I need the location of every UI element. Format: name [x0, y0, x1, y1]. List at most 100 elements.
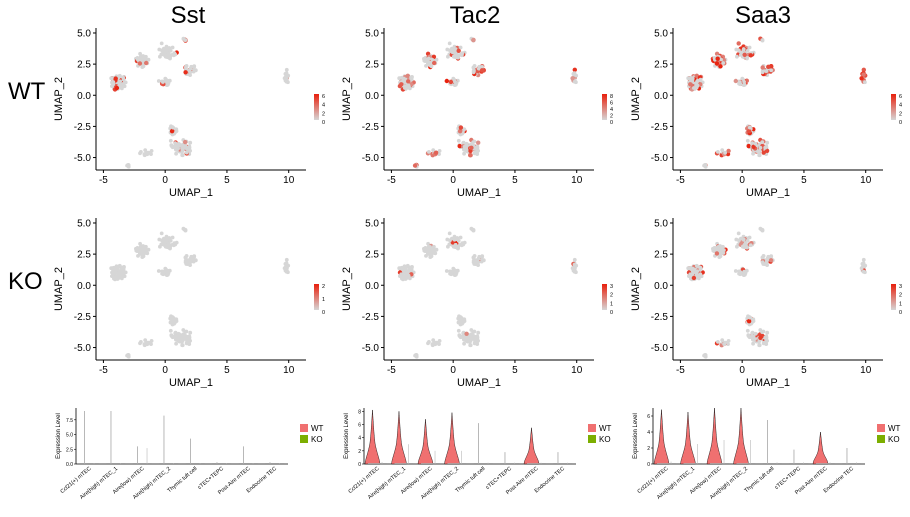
y-tick-label: -2.5 [651, 312, 669, 323]
y-tick-label: 0 [647, 462, 650, 468]
cell-point [168, 55, 172, 60]
cell-point [165, 52, 170, 57]
cell-point [745, 48, 750, 53]
cell-point [572, 262, 577, 267]
y-tick-label: 4 [358, 436, 361, 442]
cell-point [165, 269, 169, 274]
cell-point [757, 339, 762, 343]
cell-point [159, 41, 164, 46]
cell-point [183, 38, 188, 42]
cell-point [715, 246, 720, 251]
y-tick-label: 7.5 [66, 418, 73, 424]
cell-point [758, 335, 763, 340]
y-tick-label: 6 [647, 414, 650, 420]
cell-point [141, 254, 146, 259]
cell-point [111, 272, 116, 277]
cell-point [169, 334, 174, 338]
cell-point [766, 64, 771, 69]
x-tick-label: 5 [512, 175, 518, 186]
cell-point [399, 272, 404, 277]
cell-point [469, 145, 474, 150]
cell-point [446, 244, 450, 249]
colorbar [602, 284, 607, 310]
cell-point [477, 64, 482, 69]
cell-point [739, 50, 744, 55]
cell-point [736, 41, 741, 46]
cell-point [691, 275, 697, 281]
umap-panel-sst-wt: 5.0 2.5 0.0 -2.5 -5.0 -5 0 5 10 UMAP_1 UMAP_2 6 4 2 0 [53, 28, 325, 198]
cell-point [480, 258, 484, 263]
cell-point [741, 47, 746, 52]
colorbar-tick-label: 6 [322, 94, 325, 100]
cell-point [469, 335, 474, 340]
cell-point [118, 79, 123, 84]
cell-point [158, 244, 162, 249]
cell-point [168, 328, 173, 333]
x-tick-label: 5 [224, 175, 230, 186]
cell-point [457, 334, 462, 338]
legend-swatch-wt [300, 424, 308, 432]
cell-point [574, 80, 578, 85]
cell-point [723, 340, 727, 345]
cell-point [479, 68, 485, 73]
cell-point [180, 339, 185, 343]
cell-point [169, 129, 175, 134]
cell-point [149, 342, 153, 346]
cell-point [164, 47, 169, 52]
cell-point [464, 331, 469, 336]
y-tick-label: 5.0 [66, 433, 73, 439]
legend-label-ko: KO [888, 435, 900, 444]
cell-point [397, 266, 402, 271]
cell-point [760, 228, 765, 232]
cell-point [688, 82, 693, 87]
cell-point [456, 328, 461, 333]
cell-point [746, 143, 751, 149]
x-tick-label: 0 [162, 365, 168, 376]
cell-point [468, 343, 473, 348]
y-tick-label: 0.0 [654, 91, 668, 102]
colorbar-tick-label: 2 [610, 293, 613, 299]
cell-point [746, 319, 752, 324]
y-tick-label: 2.5 [654, 250, 668, 261]
cell-point [760, 65, 765, 70]
y-tick-label: 5.0 [654, 28, 668, 39]
cell-point [397, 76, 402, 81]
y-tick-label: 0.0 [77, 281, 91, 292]
cell-point [453, 52, 458, 57]
cell-point [690, 76, 695, 81]
y-tick-label: -2.5 [651, 122, 669, 133]
y-tick-label: -5.0 [651, 153, 669, 164]
cell-point [448, 238, 452, 243]
y-tick-label: -2.5 [74, 122, 92, 133]
cell-point [471, 330, 476, 334]
cell-point [405, 73, 410, 78]
cell-point [738, 80, 742, 84]
x-tick-label: 0 [739, 365, 745, 376]
cell-point [115, 276, 119, 280]
cell-point [721, 61, 726, 65]
cell-point [138, 56, 143, 61]
cell-point [426, 61, 430, 66]
cell-point [169, 144, 174, 148]
cell-point [464, 141, 469, 146]
x-tick-label: 10 [283, 365, 295, 376]
cell-point [760, 70, 765, 75]
cell-point [741, 237, 746, 242]
cell-point [409, 77, 414, 82]
y-axis-label: UMAP_2 [53, 77, 65, 121]
cell-point [757, 153, 762, 158]
cell-point [403, 276, 407, 280]
cell-point [859, 266, 864, 271]
y-tick-label: -2.5 [362, 122, 380, 133]
y-axis-label: UMAP_2 [341, 77, 353, 121]
x-tick-label: 0 [162, 175, 168, 186]
cell-point [695, 79, 700, 84]
y-tick-label: 2.5 [77, 250, 91, 261]
cell-point [413, 353, 417, 358]
cell-point [453, 269, 457, 274]
cell-point [861, 257, 866, 262]
cell-point [144, 251, 149, 255]
cell-point [760, 38, 765, 42]
colorbar-tick-label: 3 [610, 284, 613, 290]
